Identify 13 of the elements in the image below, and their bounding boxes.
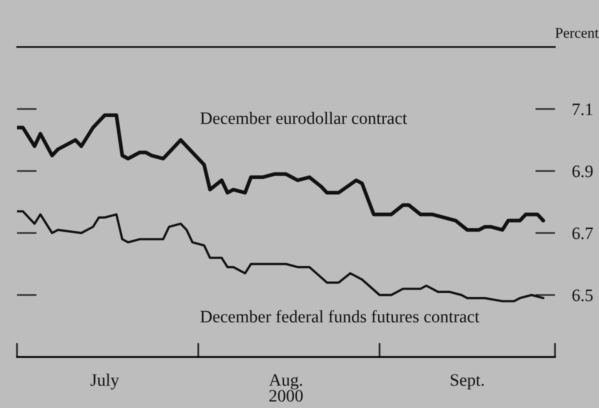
series-label: December eurodollar contract bbox=[200, 112, 408, 124]
x-tick-label: Aug. bbox=[269, 374, 302, 390]
line-series bbox=[17, 210, 544, 302]
x-tick-label: July bbox=[90, 374, 120, 390]
y-tick-label: 6.9 bbox=[572, 166, 593, 178]
x-tick-label: Sept. bbox=[450, 374, 484, 390]
series-label: December federal funds futures contract bbox=[200, 310, 480, 322]
line-series bbox=[17, 113, 546, 232]
x-axis-title: 2000 bbox=[269, 390, 303, 402]
y-tick-label: 6.7 bbox=[572, 228, 593, 240]
y-tick-label: 6.5 bbox=[572, 290, 593, 302]
y-axis-title: Percent bbox=[555, 28, 599, 38]
y-tick-label: 7.1 bbox=[572, 104, 592, 116]
